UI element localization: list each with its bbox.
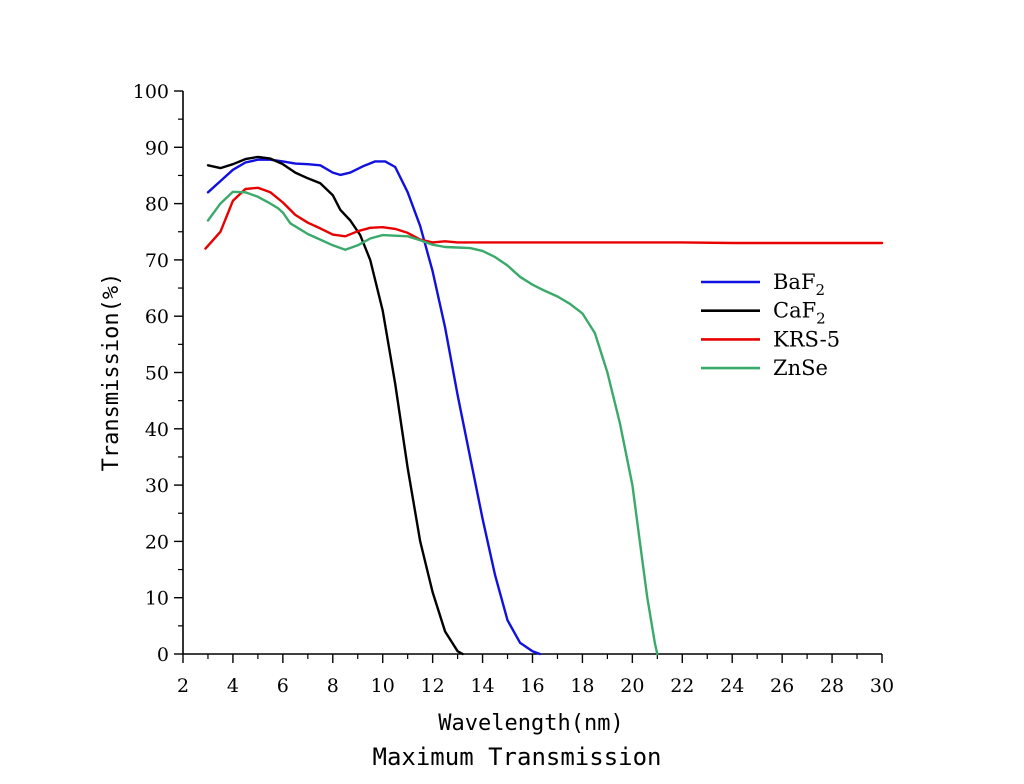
x-tick-label: 10: [371, 675, 395, 697]
x-tick-label: 24: [720, 675, 744, 697]
axes: 2 4 6 8 10 12 14 16 18 20 22 24 26 28 3001020304050607…: [133, 81, 894, 697]
x-axis-title: Wavelength(nm): [438, 711, 623, 736]
x-tick-label: 20: [620, 675, 644, 697]
y-tick-label: 0: [157, 644, 169, 666]
x-tick-label: 8: [327, 675, 339, 697]
y-tick-label: 90: [145, 137, 169, 159]
x-tick-label: 28: [820, 675, 844, 697]
y-tick-label: 40: [145, 419, 169, 441]
y-tick-label: 10: [145, 588, 169, 610]
y-tick-label: 80: [145, 194, 169, 216]
legend-label-caf2: CaF2: [773, 299, 826, 328]
legend-label-krs-5: KRS-5: [773, 327, 840, 351]
series-line-znse: [206, 190, 659, 656]
y-tick-label: 70: [145, 250, 169, 272]
x-tick-label: 30: [870, 675, 894, 697]
x-tick-label: 6: [277, 675, 289, 697]
series-line-krs-5: [204, 186, 884, 250]
x-tick-label: 2: [177, 675, 189, 697]
chart-caption: Maximum Transmission: [373, 743, 662, 771]
y-tick-label: 50: [145, 363, 169, 385]
y-tick-label: 100: [133, 81, 169, 103]
legend-label-znse: ZnSe: [773, 356, 828, 380]
x-tick-label: 4: [227, 675, 239, 697]
series-line-baf2: [206, 158, 542, 656]
x-tick-label: 14: [470, 675, 494, 697]
x-tick-label: 18: [570, 675, 594, 697]
x-tick-label: 26: [770, 675, 794, 697]
y-axis-title: Transmission(%): [99, 273, 124, 472]
series-lines: [204, 155, 884, 656]
x-tick-label: 12: [421, 675, 445, 697]
x-tick-label: 16: [520, 675, 544, 697]
series-line-caf2: [206, 155, 464, 656]
y-tick-label: 60: [145, 306, 169, 328]
y-tick-label: 30: [145, 475, 169, 497]
y-tick-label: 20: [145, 531, 169, 553]
legend-label-baf2: BaF2: [773, 270, 825, 299]
x-tick-label: 22: [670, 675, 694, 697]
